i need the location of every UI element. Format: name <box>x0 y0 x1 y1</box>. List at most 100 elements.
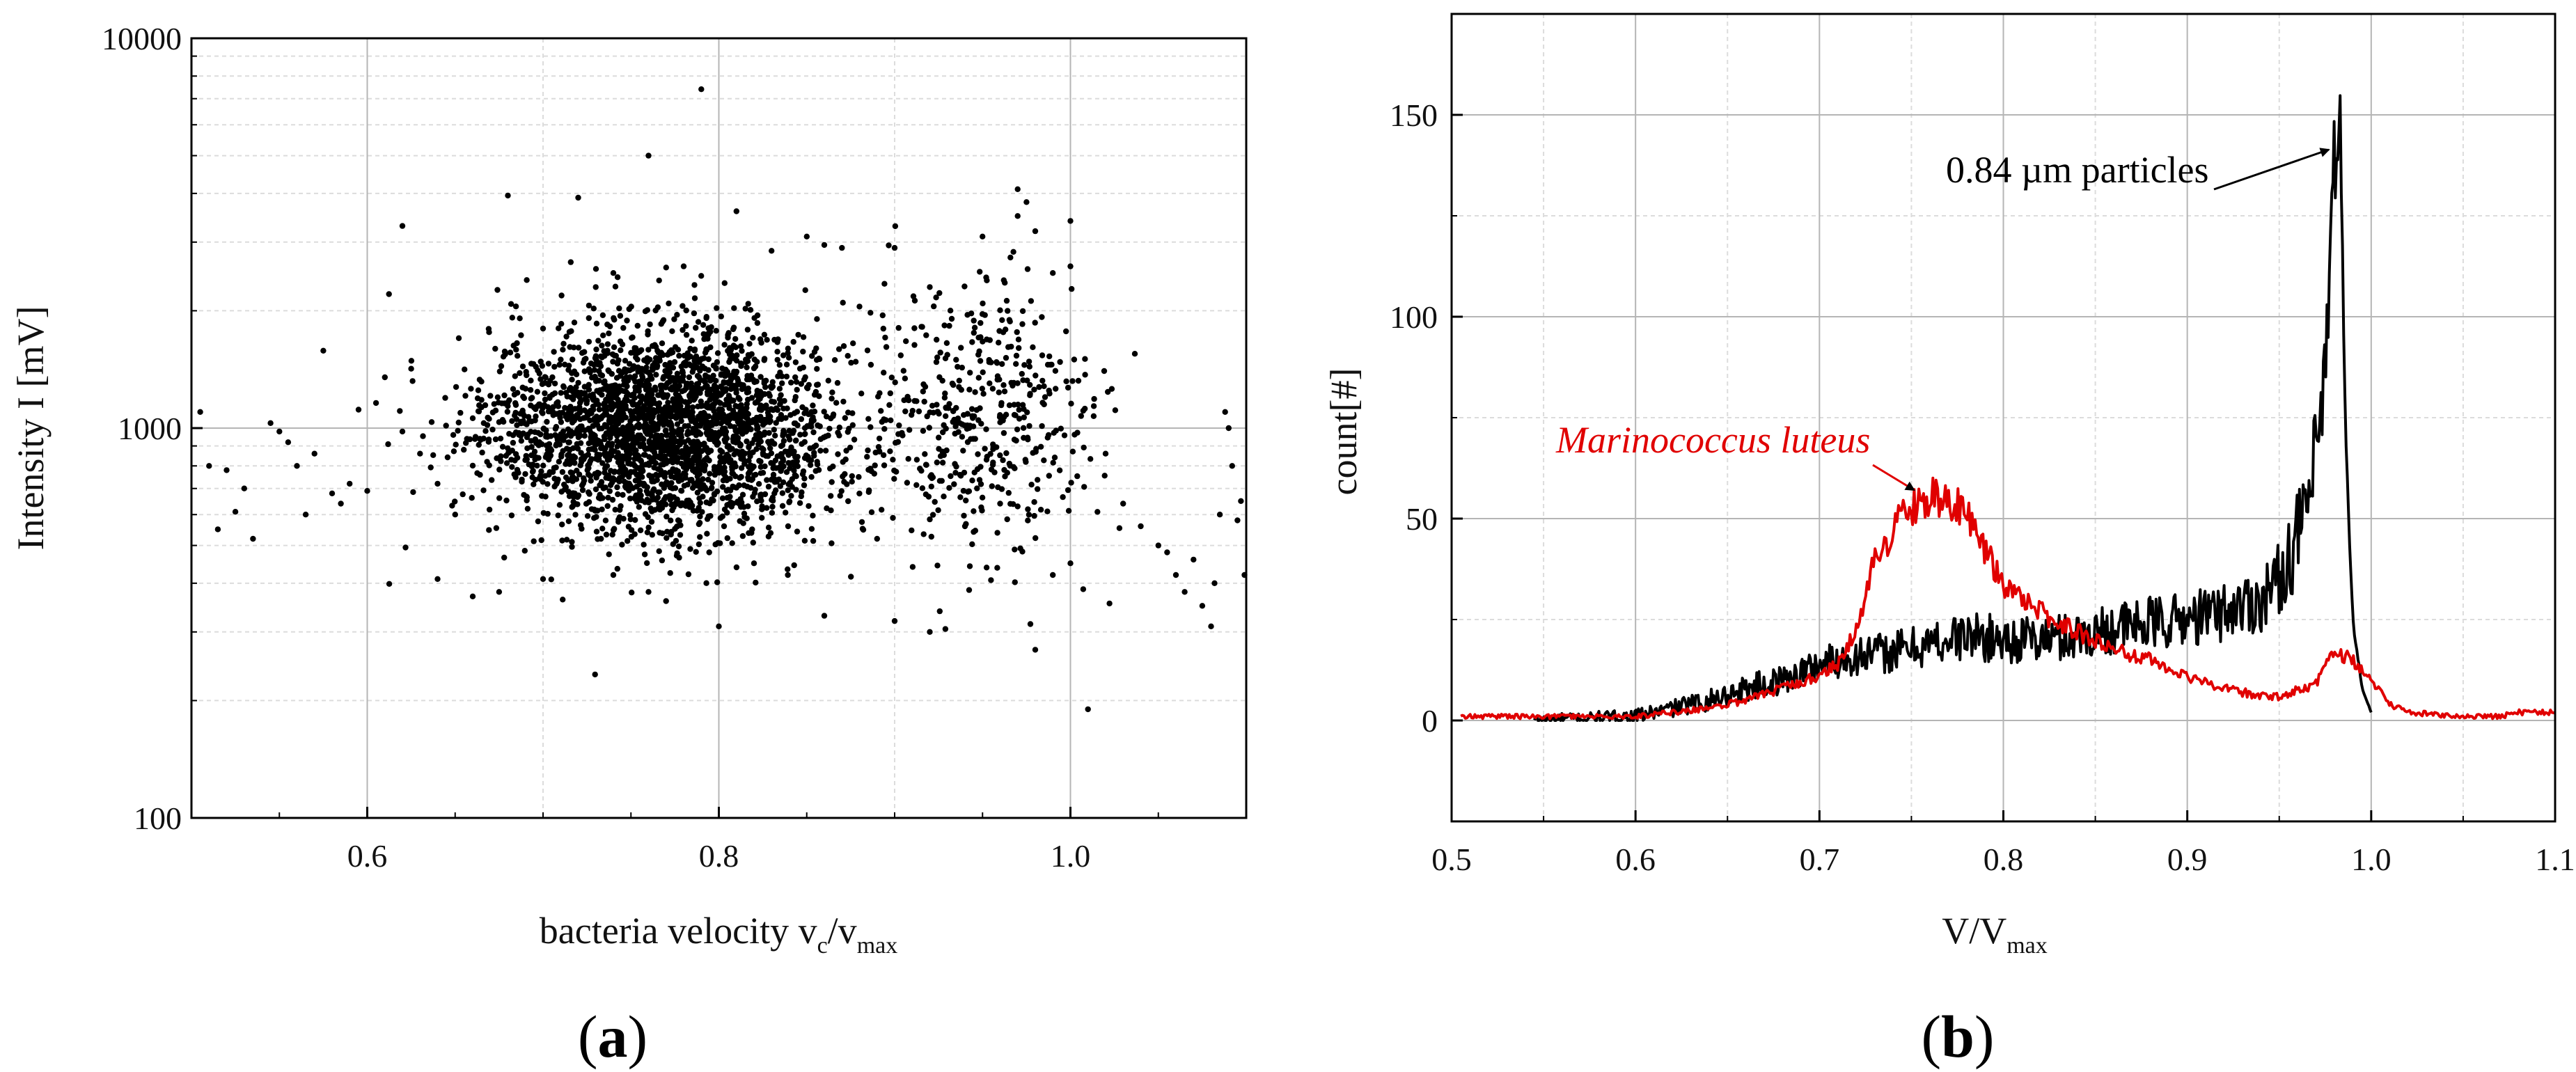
scatter-point <box>420 433 426 439</box>
scatter-point <box>1000 429 1007 436</box>
scatter-point <box>729 540 735 546</box>
scatter-point <box>583 400 590 407</box>
scatter-point <box>1039 423 1045 429</box>
scatter-point <box>770 465 776 471</box>
scatter-point <box>732 344 739 350</box>
scatter-point <box>746 340 753 347</box>
scatter-point <box>1094 509 1101 515</box>
scatter-point <box>683 457 689 463</box>
scatter-point <box>929 402 936 409</box>
x-axis-label-b: V/Vmax <box>1942 910 2048 959</box>
scatter-point <box>558 431 564 437</box>
scatter-point <box>990 459 996 466</box>
scatter-point <box>570 445 576 451</box>
scatter-point <box>845 353 851 359</box>
scatter-point <box>735 395 741 401</box>
scatter-point <box>629 441 636 448</box>
scatter-point <box>1023 199 1030 205</box>
scatter-point <box>452 512 458 518</box>
scatter-point <box>510 432 517 439</box>
scatter-point <box>476 402 482 409</box>
scatter-point <box>533 413 539 420</box>
scatter-point <box>1069 448 1076 455</box>
scatter-point <box>682 412 689 419</box>
scatter-point <box>808 457 815 464</box>
scatter-point <box>631 408 638 414</box>
scatter-point <box>591 367 597 373</box>
scatter-point <box>668 531 674 538</box>
scatter-point <box>733 448 739 455</box>
scatter-point <box>498 363 505 370</box>
scatter-point <box>845 498 851 505</box>
scatter-point <box>700 322 707 328</box>
scatter-point <box>675 347 682 353</box>
scatter-point <box>783 373 790 380</box>
scatter-point <box>693 390 699 396</box>
scatter-point <box>739 347 745 354</box>
scatter-point <box>794 386 800 393</box>
scatter-point <box>757 464 764 470</box>
scatter-point <box>641 480 647 487</box>
scatter-point <box>614 565 620 572</box>
scatter-point <box>544 447 551 453</box>
scatter-point <box>1005 308 1011 314</box>
scatter-point <box>567 404 574 410</box>
scatter-point <box>489 426 496 433</box>
scatter-point <box>250 535 256 542</box>
scatter-point <box>574 427 580 434</box>
scatter-point <box>705 336 711 342</box>
scatter-point <box>872 462 878 468</box>
scatter-point <box>1164 549 1170 555</box>
scatter-point <box>592 507 598 514</box>
scatter-point <box>859 526 866 532</box>
scatter-point <box>627 450 634 457</box>
scatter-point <box>648 445 655 451</box>
scatter-point <box>1032 228 1039 235</box>
scatter-point <box>918 324 925 330</box>
scatter-point <box>765 483 772 490</box>
scatter-point <box>837 493 843 499</box>
scatter-point <box>972 389 978 395</box>
scatter-point <box>1024 434 1031 441</box>
scatter-point <box>494 455 500 462</box>
scatter-point <box>512 373 518 379</box>
scatter-point <box>697 534 703 540</box>
scatter-point <box>500 354 507 360</box>
scatter-point <box>983 426 989 432</box>
scatter-point <box>575 194 581 201</box>
scatter-point <box>887 390 894 397</box>
scatter-point <box>1035 486 1041 492</box>
scatter-point <box>574 501 581 507</box>
scatter-point <box>558 435 565 442</box>
scatter-point <box>586 381 592 388</box>
scatter-point <box>1181 589 1188 595</box>
scatter-point <box>913 457 920 463</box>
scatter-point <box>583 500 590 507</box>
scatter-point <box>849 478 855 485</box>
scatter-point <box>551 380 558 387</box>
scatter-point <box>649 493 655 499</box>
scatter-point <box>771 427 778 433</box>
scatter-point <box>850 340 856 347</box>
scatter-point <box>1120 500 1126 507</box>
scatter-point <box>792 374 799 381</box>
ticks-b: 0.5 0.6 0.7 0.8 0.9 1.0 1.1 0 50 100 150 <box>1390 13 2575 877</box>
scatter-point <box>519 363 526 370</box>
scatter-point <box>1010 501 1016 507</box>
scatter-point <box>618 503 624 510</box>
scatter-point <box>721 342 728 348</box>
scatter-point <box>519 384 526 391</box>
scatter-point <box>762 384 769 391</box>
scatter-point <box>588 410 595 416</box>
scatter-point <box>810 402 816 409</box>
scatter-point <box>1065 384 1071 391</box>
y-tick-label-b: 150 <box>1390 97 1438 133</box>
scatter-point <box>779 442 786 448</box>
scatter-point <box>988 577 994 583</box>
scatter-point <box>728 347 735 353</box>
scatter-point <box>825 377 832 384</box>
scatter-point <box>729 464 735 470</box>
scatter-point <box>586 338 592 345</box>
scatter-point <box>874 535 881 542</box>
scatter-point <box>696 482 703 488</box>
